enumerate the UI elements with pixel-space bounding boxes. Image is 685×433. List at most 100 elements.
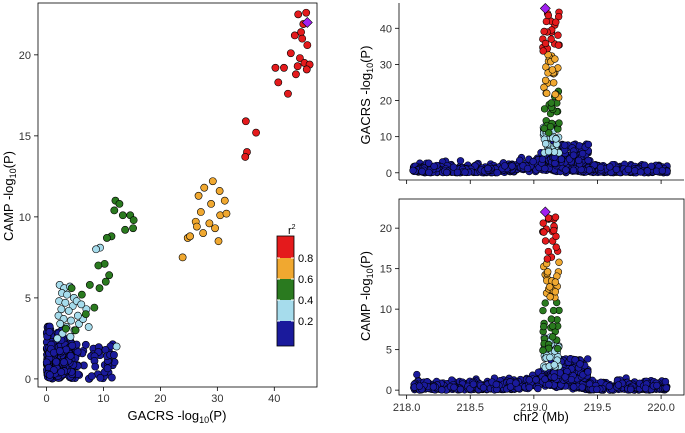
regional-y-tick-label: 5: [386, 345, 392, 357]
scatter-plot-frame: [37, 2, 318, 388]
scatter-y-tick-label: 20: [19, 50, 31, 62]
regional-y-tick-label: 0: [386, 168, 392, 180]
regional-point: [562, 166, 570, 174]
scatter-x-tick-label: 0: [43, 393, 49, 405]
regional-point: [515, 156, 524, 165]
regional-point: [550, 79, 558, 87]
regional-point: [585, 166, 593, 174]
regional-point: [443, 168, 451, 177]
regional-point: [578, 383, 586, 391]
scatter-point: [286, 49, 295, 58]
regional-x-tick-label: 220.0: [647, 402, 675, 414]
regional-point: [624, 165, 633, 174]
scatter-points: [42, 8, 314, 383]
regional-point: [551, 90, 559, 99]
scatter-point: [220, 196, 229, 205]
scatter-x-tick-label: 20: [154, 393, 166, 405]
regional-point: [551, 55, 559, 63]
scatter-point: [129, 216, 138, 225]
regional-point: [449, 163, 458, 171]
regional-point: [554, 31, 562, 39]
scatter-point: [115, 200, 124, 208]
scatter-point: [222, 209, 231, 218]
regional-y-tick-label: 15: [380, 264, 392, 276]
regional-x-tick-label: 219.0: [520, 402, 548, 414]
regional-point: [506, 383, 515, 391]
regional-point: [541, 140, 550, 148]
legend-swatch-08: [277, 236, 294, 258]
scatter-point: [284, 89, 292, 98]
regional-point: [429, 383, 438, 391]
regional-point: [545, 380, 553, 389]
regional-point: [525, 383, 534, 392]
regional-point: [643, 167, 652, 175]
scatter-point: [302, 65, 311, 74]
regional-point: [658, 167, 667, 175]
regional-point: [479, 384, 488, 392]
scatter-point: [66, 332, 75, 341]
regional-point: [541, 39, 550, 48]
regional-point: [425, 168, 433, 177]
regional-lead-snp-marker: [539, 2, 551, 14]
regional-point: [450, 383, 458, 392]
regional-point: [539, 306, 547, 315]
regional-lead-snp-marker: [539, 206, 551, 218]
regional-y-tick-label: 10: [380, 304, 392, 316]
regional-point: [548, 66, 557, 74]
scatter-point-low-r2: [91, 362, 100, 371]
legend-title: r2: [288, 224, 296, 237]
scatter-point: [274, 78, 283, 87]
scatter-point-low-r2: [110, 351, 118, 359]
scatter-point: [178, 253, 187, 262]
scatter-panel: 0 10 20 30 40 0 5 10 15 20 GACRS -log10(P) CAMP -…: [1, 2, 318, 425]
scatter-point: [112, 342, 121, 351]
scatter-point: [241, 117, 250, 126]
regional-point: [544, 147, 553, 156]
regional-point: [584, 140, 593, 149]
scatter-point: [200, 183, 209, 192]
regional-bottom-points: [410, 206, 671, 394]
regional-point: [413, 370, 421, 379]
legend-swatch-06: [277, 258, 294, 279]
scatter-point: [77, 290, 86, 299]
regional-point: [550, 361, 558, 369]
regional-point: [539, 219, 547, 227]
regional-point: [523, 164, 532, 173]
regional-y-tick-label: 20: [380, 96, 392, 108]
regional-point: [525, 376, 533, 384]
regional-point: [541, 299, 549, 307]
regional-point: [415, 382, 424, 390]
scatter-point: [211, 224, 219, 233]
regional-point: [492, 380, 500, 389]
regional-point: [409, 166, 417, 175]
regional-point: [569, 166, 578, 174]
regional-point: [606, 163, 614, 171]
legend-label-02: 0.2: [298, 316, 313, 328]
regional-point: [560, 141, 569, 149]
scatter-point-low-r2: [45, 371, 54, 379]
regional-point: [627, 385, 635, 394]
regional-point: [543, 89, 551, 98]
scatter-point: [81, 310, 90, 318]
regional-point: [631, 167, 639, 175]
regional-point: [540, 27, 548, 36]
regional-point: [653, 381, 661, 390]
regional-point: [662, 384, 670, 392]
scatter-point: [302, 8, 311, 17]
regional-point: [542, 17, 551, 26]
scatter-point: [62, 324, 70, 333]
scatter-point-low-r2: [103, 364, 112, 373]
regional-point: [534, 384, 542, 393]
regional-point: [570, 383, 578, 391]
regional-y-tick-label: 10: [380, 132, 392, 144]
regional-point: [418, 167, 426, 176]
regional-point: [557, 155, 565, 163]
regional-point: [593, 385, 601, 394]
r2-legend: r2 0.8 0.6 0.4 0.2: [276, 224, 313, 347]
scatter-point: [292, 70, 300, 79]
regional-point: [551, 278, 560, 286]
regional-point: [554, 344, 562, 353]
scatter-point: [102, 234, 111, 242]
scatter-point: [252, 128, 260, 137]
scatter-point: [303, 41, 312, 50]
